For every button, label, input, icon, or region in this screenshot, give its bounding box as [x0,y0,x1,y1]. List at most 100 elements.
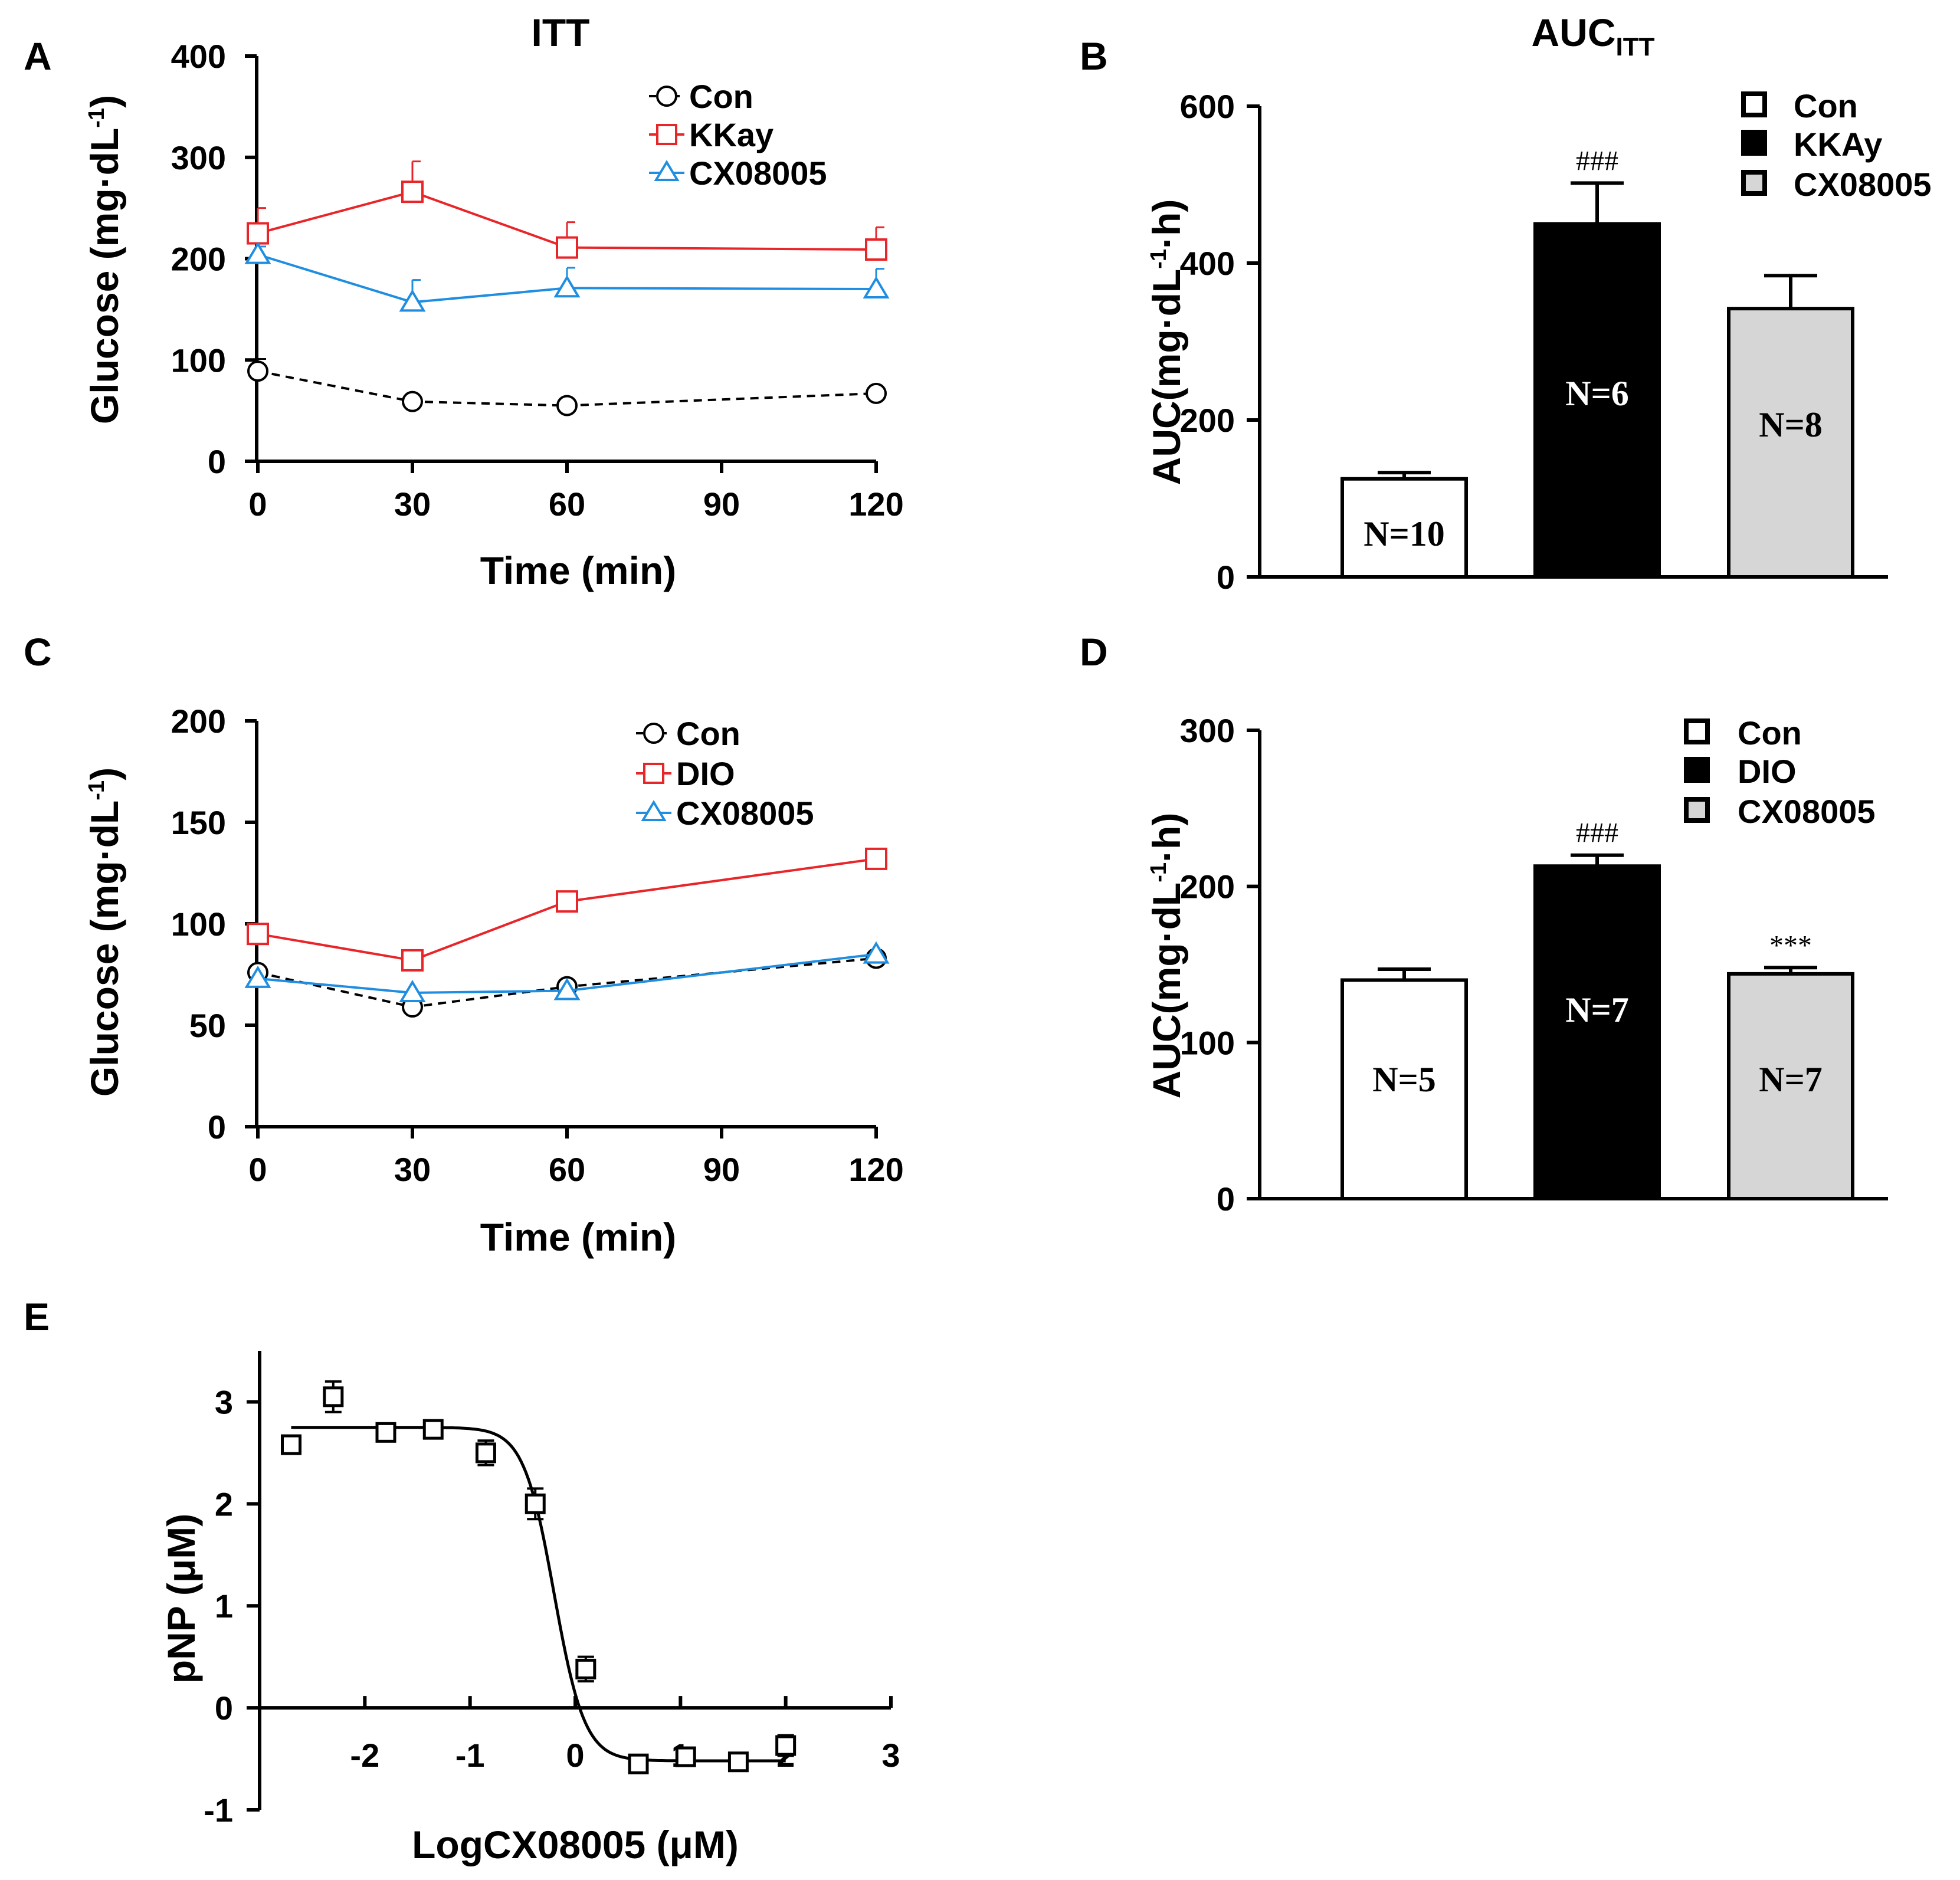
panel-c-letter: C [24,630,52,674]
bar-con: N=5 [1340,967,1468,1200]
series-line [257,953,877,994]
bar-rect [1727,972,1854,1200]
series-con [247,358,887,416]
series-line [257,370,877,407]
y-tick-label: 400 [171,38,226,75]
x-tick-label: 60 [549,485,585,523]
data-point [556,890,578,913]
data-point [553,977,581,1000]
data-point [422,1419,444,1440]
legend-item-con: Con [649,78,753,115]
y-tick-label: 100 [171,905,226,943]
legend-d-cx: CX08005 [1684,793,1876,830]
x-tick-label: 3 [881,1737,900,1774]
bar-rect [1727,307,1854,579]
bar-n-label: N=6 [1565,374,1629,413]
data-point [401,949,424,972]
legend-d-con: Con [1684,714,1802,752]
y-tick-label: -1 [204,1792,233,1829]
panel-c-ylabel-main: Glucose (mg·dL [83,800,126,1097]
panel-c-xlabel: Time (min) [480,1215,676,1259]
legend-c-cx-marker [641,800,667,821]
legend-cx-marker [654,160,680,181]
panel-b-letter: B [1080,34,1108,78]
y-tick-label: 1 [215,1587,233,1625]
x-tick-label: 30 [394,485,431,523]
bar-n-label: N=7 [1759,1060,1823,1099]
legend-b-cx: CX08005 [1741,166,1932,203]
legend-b-kkay-label: KKAy [1794,126,1882,163]
bar-n-label: N=7 [1565,990,1629,1029]
y-tick-label: 200 [171,703,226,740]
legend-c-con-label: Con [676,715,740,752]
panel-d-letter: D [1080,630,1108,674]
legend-d-dio-label: DIO [1738,753,1797,790]
panel-a-ylabel: Glucose (mg·dL-1) [83,95,126,424]
data-point [727,1751,749,1773]
legend-b-cx-swatch [1741,170,1767,196]
x-tick-label: 30 [394,1151,431,1188]
x-tick-label: 0 [566,1737,584,1774]
x-tick-label: 90 [703,485,740,523]
y-tick-label: 3 [215,1383,233,1420]
legend-con-marker [656,86,677,107]
series-line [257,857,877,962]
panel-b-ylabel-sup: -1 [1146,249,1171,269]
y-tick-label: 300 [1180,712,1235,749]
x-tick-label: 0 [248,1151,267,1188]
data-point-group [375,1422,396,1443]
data-point [865,238,887,261]
legend-c-con: Con [636,715,740,752]
panel-b-ylabel-end: ·h) [1145,199,1188,249]
significance-label: *** [1769,930,1812,961]
panel-a-ylabel-sup: -1 [84,108,109,128]
panel-a-letter: A [24,34,52,78]
panel-e: E pNP (μM) LogCX08005 (μM) -10123-2-1012… [24,1295,900,1866]
data-point-group [775,1734,797,1757]
legend-b-con-label: Con [1794,87,1858,124]
panel-b-title-sub: ITT [1616,32,1655,61]
panel-b-title: AUCITT [1532,11,1655,61]
bar-rect [1533,222,1661,579]
legend-c-cx: CX08005 [636,795,814,832]
legend-b-cx-label: CX08005 [1794,166,1932,203]
data-point [575,1658,596,1679]
data-point-group [675,1746,696,1767]
legend-d-cx-label: CX08005 [1738,793,1876,830]
panel-a-data [244,160,890,416]
x-tick-label: 60 [549,1151,585,1188]
legend-item-kkay: KKay [649,116,773,153]
data-point [281,1434,301,1455]
panel-b-legend: Con KKAy CX08005 [1741,87,1932,203]
data-point [525,1493,546,1514]
y-tick-label: 0 [1217,559,1235,596]
legend-d-dio: DIO [1684,753,1797,790]
data-point [244,965,271,988]
bar-dio: N=7 ### [1533,818,1661,1200]
y-tick-label: 300 [171,139,226,176]
legend-d-dio-swatch [1684,757,1710,783]
y-tick-label: 200 [1180,868,1235,905]
legend-kkay-marker [656,124,677,145]
significance-label: ### [1576,145,1618,176]
bar-n-label: N=5 [1372,1060,1436,1099]
data-point [553,275,581,298]
panel-e-xlabel: LogCX08005 (μM) [412,1823,739,1866]
fit-curve [291,1426,786,1763]
x-tick-label: -2 [350,1737,379,1774]
panel-e-letter: E [24,1295,50,1338]
x-tick-label: 120 [848,485,903,523]
legend-b-con-swatch [1741,91,1767,117]
series-line [257,253,877,304]
data-point [475,1442,496,1464]
data-point [556,236,578,259]
panel-c: C Glucose (mg·dL-1) Time (min) 0 50 100 150… [24,630,904,1259]
panel-c-ylabel: Glucose (mg·dL-1) [83,767,126,1097]
bar-kkay: N=6 ### [1533,145,1661,579]
data-point [244,241,271,264]
legend-item-cx08005: CX08005 [649,155,827,192]
y-tick-label: 0 [1217,1180,1235,1218]
data-point [375,1422,396,1443]
